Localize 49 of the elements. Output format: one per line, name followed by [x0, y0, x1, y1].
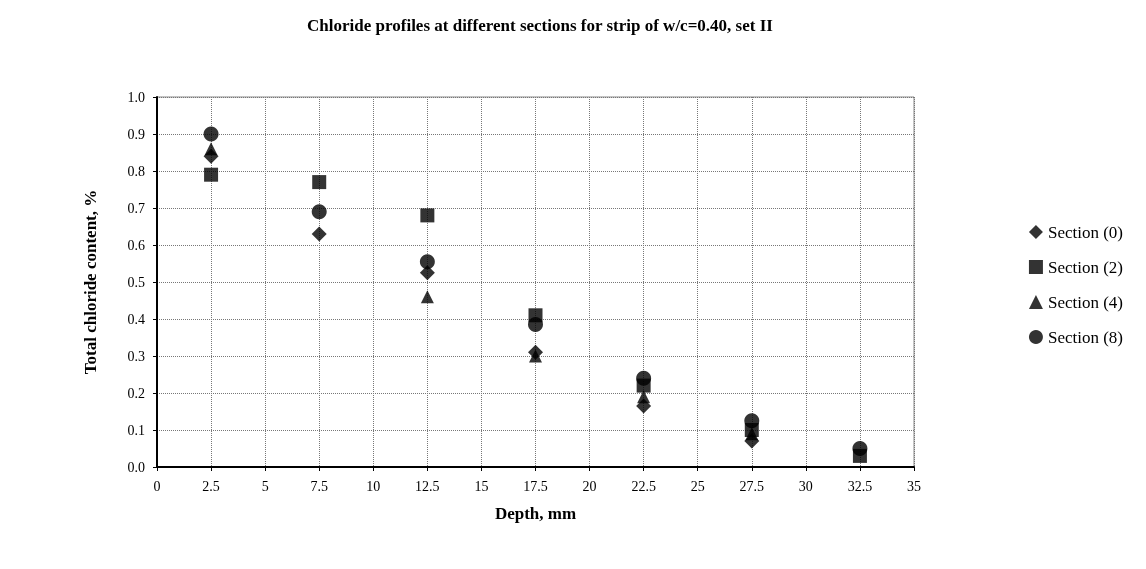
chart-title: Chloride profiles at different sections for strip of w/c=0.40, set II	[307, 16, 774, 35]
x-tick-label: 7.5	[310, 478, 328, 494]
x-tick-label: 10	[366, 478, 381, 494]
x-axis-title: Depth, mm	[494, 504, 577, 523]
x-tick-label: 15	[474, 478, 489, 494]
x-tick-label: 12.5	[415, 478, 440, 494]
x-tick-label: 20	[582, 478, 597, 494]
point	[852, 441, 868, 456]
point	[744, 413, 760, 429]
x-tick-label: 5	[261, 478, 269, 494]
x-tick-label: 35	[907, 478, 921, 494]
point	[420, 208, 435, 223]
legend-label: Section (0)	[1047, 222, 1124, 242]
y-tick-label: 1.0	[127, 89, 145, 105]
x-tick-label: 25	[690, 478, 705, 494]
point	[312, 175, 327, 190]
point	[311, 226, 327, 242]
point	[311, 204, 327, 220]
x-tick-label: 2.5	[202, 478, 220, 494]
y-tick-label: 0.1	[127, 422, 145, 438]
y-tick-label: 0.4	[127, 311, 145, 327]
x-tick-label: 17.5	[523, 478, 548, 494]
y-tick-label: 0.2	[127, 385, 145, 401]
y-tick-label: 0.3	[127, 348, 145, 364]
x-tick-label: 32.5	[847, 478, 873, 494]
y-tick-label: 0.8	[127, 163, 145, 179]
legend-label: Section (4)	[1047, 292, 1124, 312]
y-tick-label: 0.6	[127, 237, 145, 253]
point	[419, 254, 435, 270]
point	[529, 349, 542, 363]
x-tick-label: 0	[153, 478, 161, 494]
x-tick-label: 30	[798, 478, 813, 494]
point	[420, 290, 434, 304]
point	[204, 142, 218, 156]
point	[636, 370, 652, 386]
y-axis-title: Total chloride content, %	[81, 189, 100, 375]
y-tick-label: 0.7	[127, 200, 145, 216]
point	[204, 167, 219, 182]
point	[745, 427, 759, 441]
legend-label: Section (8)	[1047, 327, 1124, 347]
x-tick-label: 27.5	[739, 478, 765, 494]
y-tick-label: 0.5	[127, 274, 145, 290]
point	[528, 317, 543, 333]
legend-label: Section (2)	[1047, 257, 1124, 277]
y-tick-label: 0.0	[127, 459, 145, 475]
x-tick-label: 22.5	[631, 478, 656, 494]
y-tick-label: 0.9	[127, 126, 145, 142]
point	[637, 390, 651, 404]
point	[203, 126, 219, 142]
